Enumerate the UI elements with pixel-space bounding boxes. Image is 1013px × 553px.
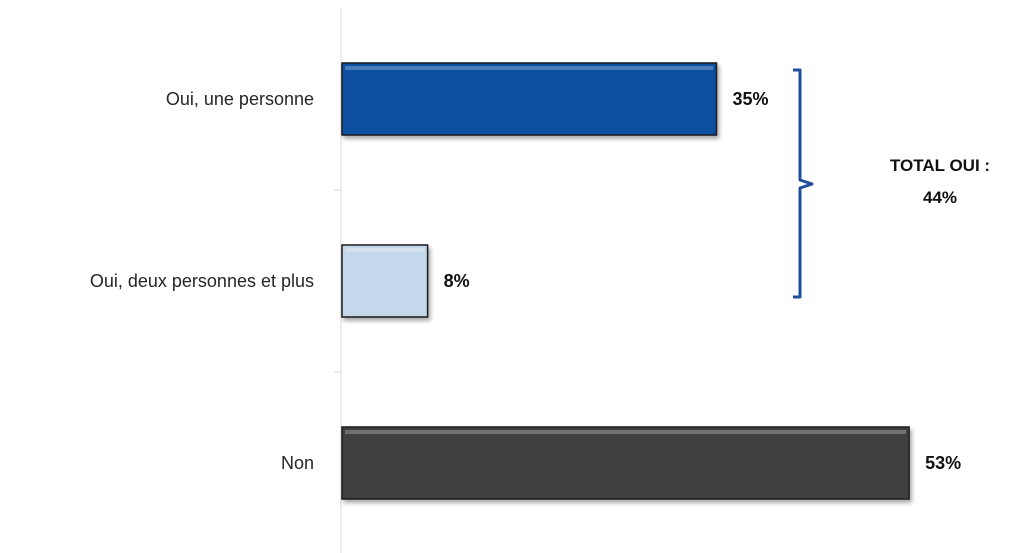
category-label: Non [281, 453, 314, 473]
bar-highlight [345, 430, 907, 434]
category-label: Oui, une personne [166, 89, 314, 109]
y-axis-ticks [334, 189, 341, 373]
total-label-value: 44% [923, 188, 957, 207]
value-label: 8% [444, 271, 470, 291]
bar-highlight [345, 248, 425, 252]
bar-highlight [345, 66, 714, 70]
total-bracket [793, 68, 814, 299]
bar [341, 62, 718, 136]
category-label: Oui, deux personnes et plus [90, 271, 314, 291]
bars-group: Oui, une personne 35% Oui, deux personnes … [90, 62, 961, 500]
bar [341, 426, 910, 500]
bar [341, 244, 429, 318]
value-label: 35% [733, 89, 769, 109]
total-label-line1: TOTAL OUI : [890, 156, 990, 175]
value-label: 53% [925, 453, 961, 473]
